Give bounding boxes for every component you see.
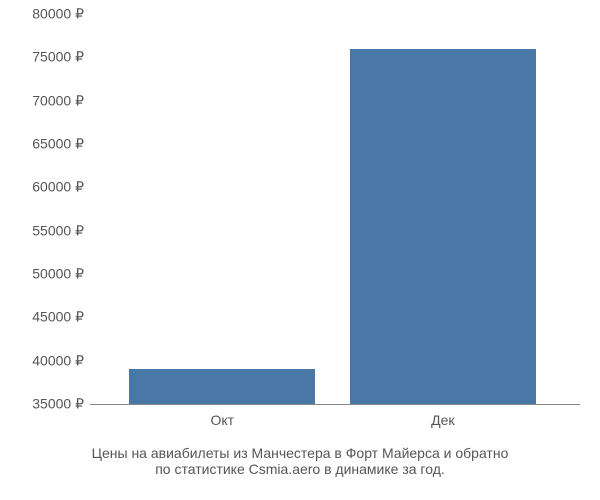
bar [129, 369, 315, 404]
y-tick-label: 70000 ₽ [32, 92, 84, 109]
y-tick-label: 75000 ₽ [32, 49, 84, 66]
bar [350, 49, 536, 404]
y-tick-label: 50000 ₽ [32, 266, 84, 283]
chart-container: 35000 ₽ 40000 ₽ 45000 ₽ 50000 ₽ 55000 ₽ 60000… [0, 0, 600, 500]
y-tick-label: 65000 ₽ [32, 136, 84, 153]
caption-line-1: Цены на авиабилеты из Манчестера в Форт … [0, 445, 600, 461]
x-tick-label: Окт [211, 412, 235, 428]
caption-line-2: по статистике Csmia.aero в динамике за г… [0, 461, 600, 477]
chart-caption: Цены на авиабилеты из Манчестера в Форт … [0, 445, 600, 477]
y-tick-label: 35000 ₽ [32, 396, 84, 413]
y-tick-label: 80000 ₽ [32, 6, 84, 23]
plot-area: 35000 ₽40000 ₽45000 ₽50000 ₽55000 ₽60000… [90, 15, 580, 405]
x-tick-label: Дек [431, 412, 454, 428]
y-tick-label: 45000 ₽ [32, 309, 84, 326]
y-tick-label: 55000 ₽ [32, 222, 84, 239]
y-tick-label: 60000 ₽ [32, 179, 84, 196]
y-tick-label: 40000 ₽ [32, 352, 84, 369]
